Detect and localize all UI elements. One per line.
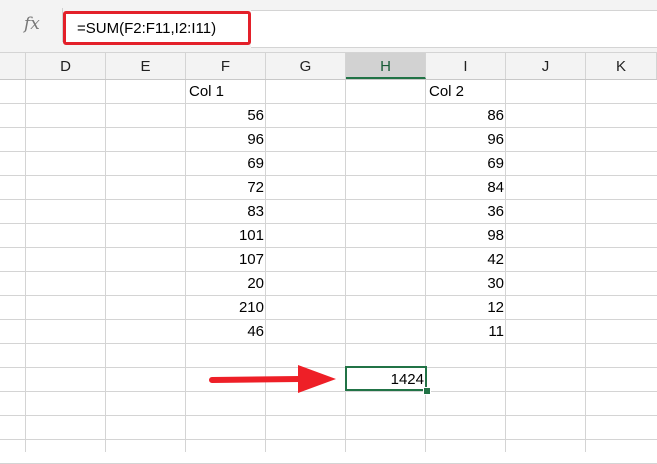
cell-col2-value[interactable]: 11 bbox=[488, 323, 504, 340]
cell-col1-value[interactable]: 72 bbox=[247, 179, 264, 196]
gridline bbox=[185, 80, 186, 452]
cell-col2-value[interactable]: 36 bbox=[487, 203, 504, 220]
cell-col2-value[interactable]: 12 bbox=[487, 299, 504, 316]
column-header-E[interactable]: E bbox=[106, 53, 186, 79]
cell-col1-value[interactable]: 46 bbox=[247, 323, 264, 340]
cell-col1-header[interactable]: Col 1 bbox=[189, 83, 225, 100]
red-arrow-annotation bbox=[209, 365, 336, 393]
cell-col1-value[interactable]: 210 bbox=[238, 299, 264, 316]
cell-col2-value[interactable]: 98 bbox=[487, 227, 504, 244]
insert-function-icon[interactable]: fx bbox=[24, 14, 40, 34]
column-header-D[interactable]: D bbox=[26, 53, 106, 79]
column-header-J[interactable]: J bbox=[506, 53, 586, 79]
column-header-I[interactable]: I bbox=[426, 53, 506, 79]
cell-col1-value[interactable]: 96 bbox=[247, 131, 264, 148]
cell-col2-value[interactable]: 42 bbox=[487, 251, 504, 268]
select-all-corner[interactable] bbox=[0, 53, 26, 79]
gridline bbox=[0, 151, 657, 152]
gridline bbox=[25, 80, 26, 452]
gridline bbox=[0, 367, 657, 368]
fill-handle[interactable] bbox=[423, 387, 431, 395]
cell-col2-value[interactable]: 86 bbox=[487, 107, 504, 124]
gridline bbox=[585, 80, 586, 452]
gridline bbox=[0, 295, 657, 296]
gridline bbox=[0, 415, 657, 416]
cell-col1-value[interactable]: 83 bbox=[247, 203, 264, 220]
gridline bbox=[0, 391, 657, 392]
gridline bbox=[0, 247, 657, 248]
selected-cell-h13[interactable] bbox=[345, 366, 427, 391]
gridline bbox=[345, 80, 346, 452]
cell-col1-value[interactable]: 101 bbox=[238, 227, 264, 244]
column-header-F[interactable]: F bbox=[186, 53, 266, 79]
cell-col2-value[interactable]: 84 bbox=[487, 179, 504, 196]
formula-input[interactable]: =SUM(F2:F11,I2:I11) bbox=[77, 20, 217, 37]
gridline bbox=[0, 271, 657, 272]
cell-sum-result[interactable]: 1424 bbox=[390, 371, 424, 388]
divider bbox=[62, 8, 63, 42]
gridline bbox=[0, 223, 657, 224]
gridline bbox=[505, 80, 506, 452]
formula-bar: fx =SUM(F2:F11,I2:I11) bbox=[0, 0, 657, 53]
gridline bbox=[0, 343, 657, 344]
gridline bbox=[0, 127, 657, 128]
column-header-K[interactable]: K bbox=[586, 53, 657, 79]
cell-col1-value[interactable]: 20 bbox=[247, 275, 264, 292]
gridline bbox=[0, 439, 657, 440]
formula-highlight-box bbox=[63, 11, 251, 45]
column-header-G[interactable]: G bbox=[266, 53, 346, 79]
cell-col1-value[interactable]: 56 bbox=[247, 107, 264, 124]
gridline bbox=[425, 80, 426, 452]
gridline bbox=[0, 103, 657, 104]
column-header-H[interactable]: H bbox=[346, 53, 426, 79]
gridline bbox=[105, 80, 106, 452]
gridline bbox=[0, 175, 657, 176]
formula-input-area[interactable] bbox=[251, 10, 657, 48]
cell-col1-value[interactable]: 69 bbox=[247, 155, 264, 172]
cell-col2-header[interactable]: Col 2 bbox=[429, 83, 465, 100]
cell-col2-value[interactable]: 30 bbox=[487, 275, 504, 292]
gridline bbox=[0, 319, 657, 320]
cell-col2-value[interactable]: 96 bbox=[487, 131, 504, 148]
gridline bbox=[0, 199, 657, 200]
cell-col1-value[interactable]: 107 bbox=[238, 251, 264, 268]
cell-col2-value[interactable]: 69 bbox=[487, 155, 504, 172]
gridline bbox=[265, 80, 266, 452]
